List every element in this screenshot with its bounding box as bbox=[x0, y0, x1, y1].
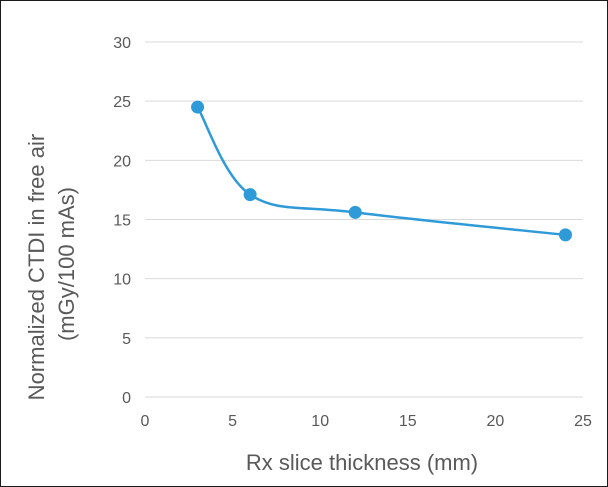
y-axis-label-line-2: (mGy/100 mAs) bbox=[54, 187, 79, 341]
data-points bbox=[191, 100, 572, 242]
y-tick-label: 0 bbox=[122, 390, 131, 407]
y-axis-ticks: 0 5 10 15 20 25 30 bbox=[113, 35, 131, 407]
y-tick-label: 10 bbox=[113, 272, 131, 289]
x-tick-label: 15 bbox=[399, 413, 417, 430]
y-tick-label: 25 bbox=[113, 94, 131, 111]
x-tick-label: 10 bbox=[311, 413, 329, 430]
y-tick-label: 30 bbox=[113, 35, 131, 52]
x-tick-label: 25 bbox=[574, 413, 592, 430]
x-tick-label: 0 bbox=[141, 413, 150, 430]
grid bbox=[145, 41, 583, 398]
data-point bbox=[558, 228, 572, 242]
y-axis-label-line-1: Normalized CTDI in free air bbox=[24, 134, 49, 401]
series-line bbox=[196, 106, 566, 237]
x-axis-label: Rx slice thickness (mm) bbox=[246, 450, 478, 475]
y-tick-label: 20 bbox=[113, 153, 131, 170]
x-tick-label: 20 bbox=[487, 413, 505, 430]
data-point bbox=[191, 100, 205, 114]
data-point bbox=[243, 188, 257, 202]
x-axis-ticks: 0 5 10 15 20 25 bbox=[141, 413, 592, 430]
y-axis-label: Normalized CTDI in free air (mGy/100 mAs… bbox=[24, 128, 79, 401]
data-point bbox=[348, 205, 362, 219]
y-tick-label: 15 bbox=[113, 213, 131, 230]
x-tick-label: 5 bbox=[228, 413, 237, 430]
y-tick-label: 5 bbox=[122, 331, 131, 348]
